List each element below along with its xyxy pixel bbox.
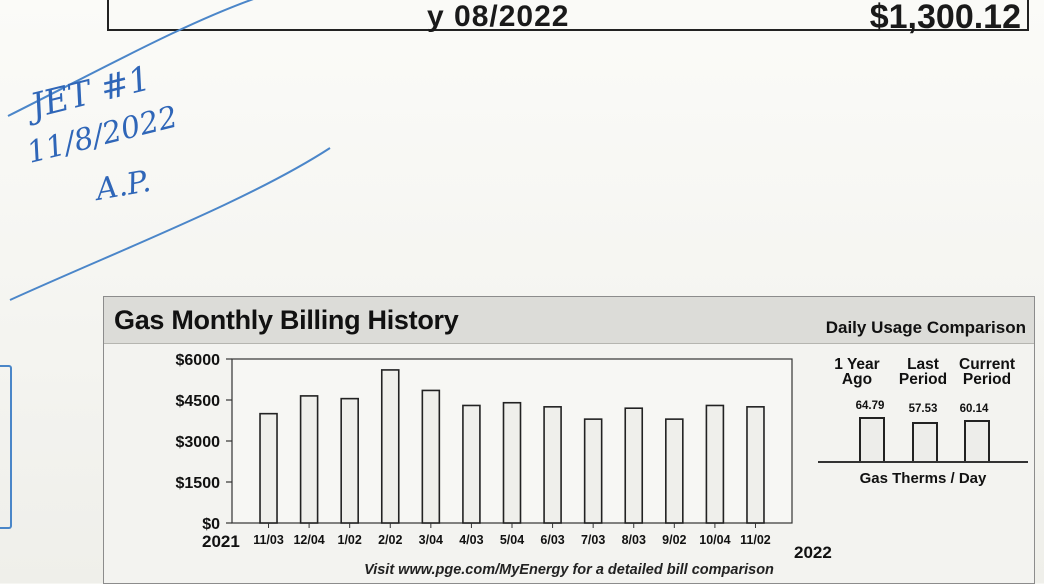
x-tick-label: 10/04 [699, 533, 730, 547]
bar-4/03 [462, 404, 481, 524]
x-tick-label: 12/04 [293, 533, 324, 547]
daily-col-year-ago-label: 1 Year Ago [827, 356, 887, 388]
daily-col-year-ago-line1: 1 Year [834, 356, 880, 373]
x-tick-label: 6/03 [540, 533, 564, 547]
daily-bar-current-period [964, 420, 990, 463]
bar-11/03 [259, 412, 278, 524]
left-margin-mark [0, 365, 12, 529]
bar-3/04 [421, 389, 441, 524]
year-end-label: 2022 [794, 543, 832, 562]
x-tick-label: 11/03 [253, 533, 284, 547]
due-date-fragment: y 08/2022 [427, 0, 570, 33]
x-tick-label: 7/03 [581, 533, 605, 547]
y-tick-label: $3000 [176, 434, 221, 451]
amount-due: $1,300.12 [869, 0, 1021, 36]
x-tick-label: 8/03 [622, 533, 646, 547]
daily-bar-last-period [912, 421, 938, 463]
y-tick-label: $6000 [176, 352, 221, 369]
account-summary-box: y 08/2022 $1,300.12 [107, 0, 1029, 36]
y-tick-label: $4500 [176, 393, 221, 410]
x-tick-label: 3/04 [419, 533, 443, 547]
daily-usage-title: Daily Usage Comparison [825, 318, 1026, 337]
bar-12/04 [299, 395, 319, 524]
daily-value-current-period: 60.14 [959, 403, 989, 415]
daily-col-last-period-label: Last Period [892, 356, 954, 388]
daily-col-current-period-line1: Current [959, 356, 1015, 373]
daily-usage-footer: Gas Therms / Day [859, 470, 987, 487]
daily-value-last-period: 57.53 [908, 403, 938, 415]
x-tick-label: 1/02 [338, 533, 362, 547]
daily-col-current-period-label: Current Period [953, 356, 1021, 388]
daily-col-last-period-line1: Last [907, 356, 939, 373]
y-tick-label: $0 [202, 516, 220, 533]
x-tick-label: 9/02 [662, 533, 686, 547]
x-tick-label: 5/04 [500, 533, 524, 547]
x-tick-label: 2/02 [378, 533, 402, 547]
bar-6/03 [543, 406, 562, 524]
daily-col-year-ago-line2: Ago [841, 371, 873, 388]
bar-1/02 [340, 397, 359, 524]
x-tick-label: 4/03 [459, 533, 483, 547]
gas-billing-chart: $0 $1500 $3000 $4500 $6000 11/03 12/04 1/02 2/02… [176, 352, 832, 562]
panel-title: Gas Monthly Billing History [114, 305, 459, 335]
bar-8/03 [624, 407, 644, 524]
panel-header: Gas Monthly Billing History Daily Usage … [104, 297, 1034, 344]
daily-baseline [818, 461, 1028, 463]
bar-11/02 [746, 406, 765, 524]
daily-bar-year-ago [859, 417, 885, 463]
year-start-label: 2021 [202, 532, 240, 551]
gas-billing-panel: Gas Monthly Billing History Daily Usage … [103, 296, 1035, 584]
daily-col-current-period-line2: Period [962, 371, 1012, 388]
bar-7/03 [583, 418, 603, 524]
y-tick-label: $1500 [176, 475, 221, 492]
detailed-bill-footnote: Visit www.pge.com/MyEnergy for a detaile… [364, 562, 774, 578]
daily-value-year-ago: 64.79 [855, 400, 885, 412]
x-tick-label: 11/02 [740, 533, 771, 547]
bar-2/02 [380, 369, 400, 524]
bar-10/04 [705, 404, 725, 524]
bar-5/04 [502, 401, 522, 524]
daily-col-last-period-line2: Period [898, 371, 948, 388]
bar-9/02 [665, 418, 684, 524]
